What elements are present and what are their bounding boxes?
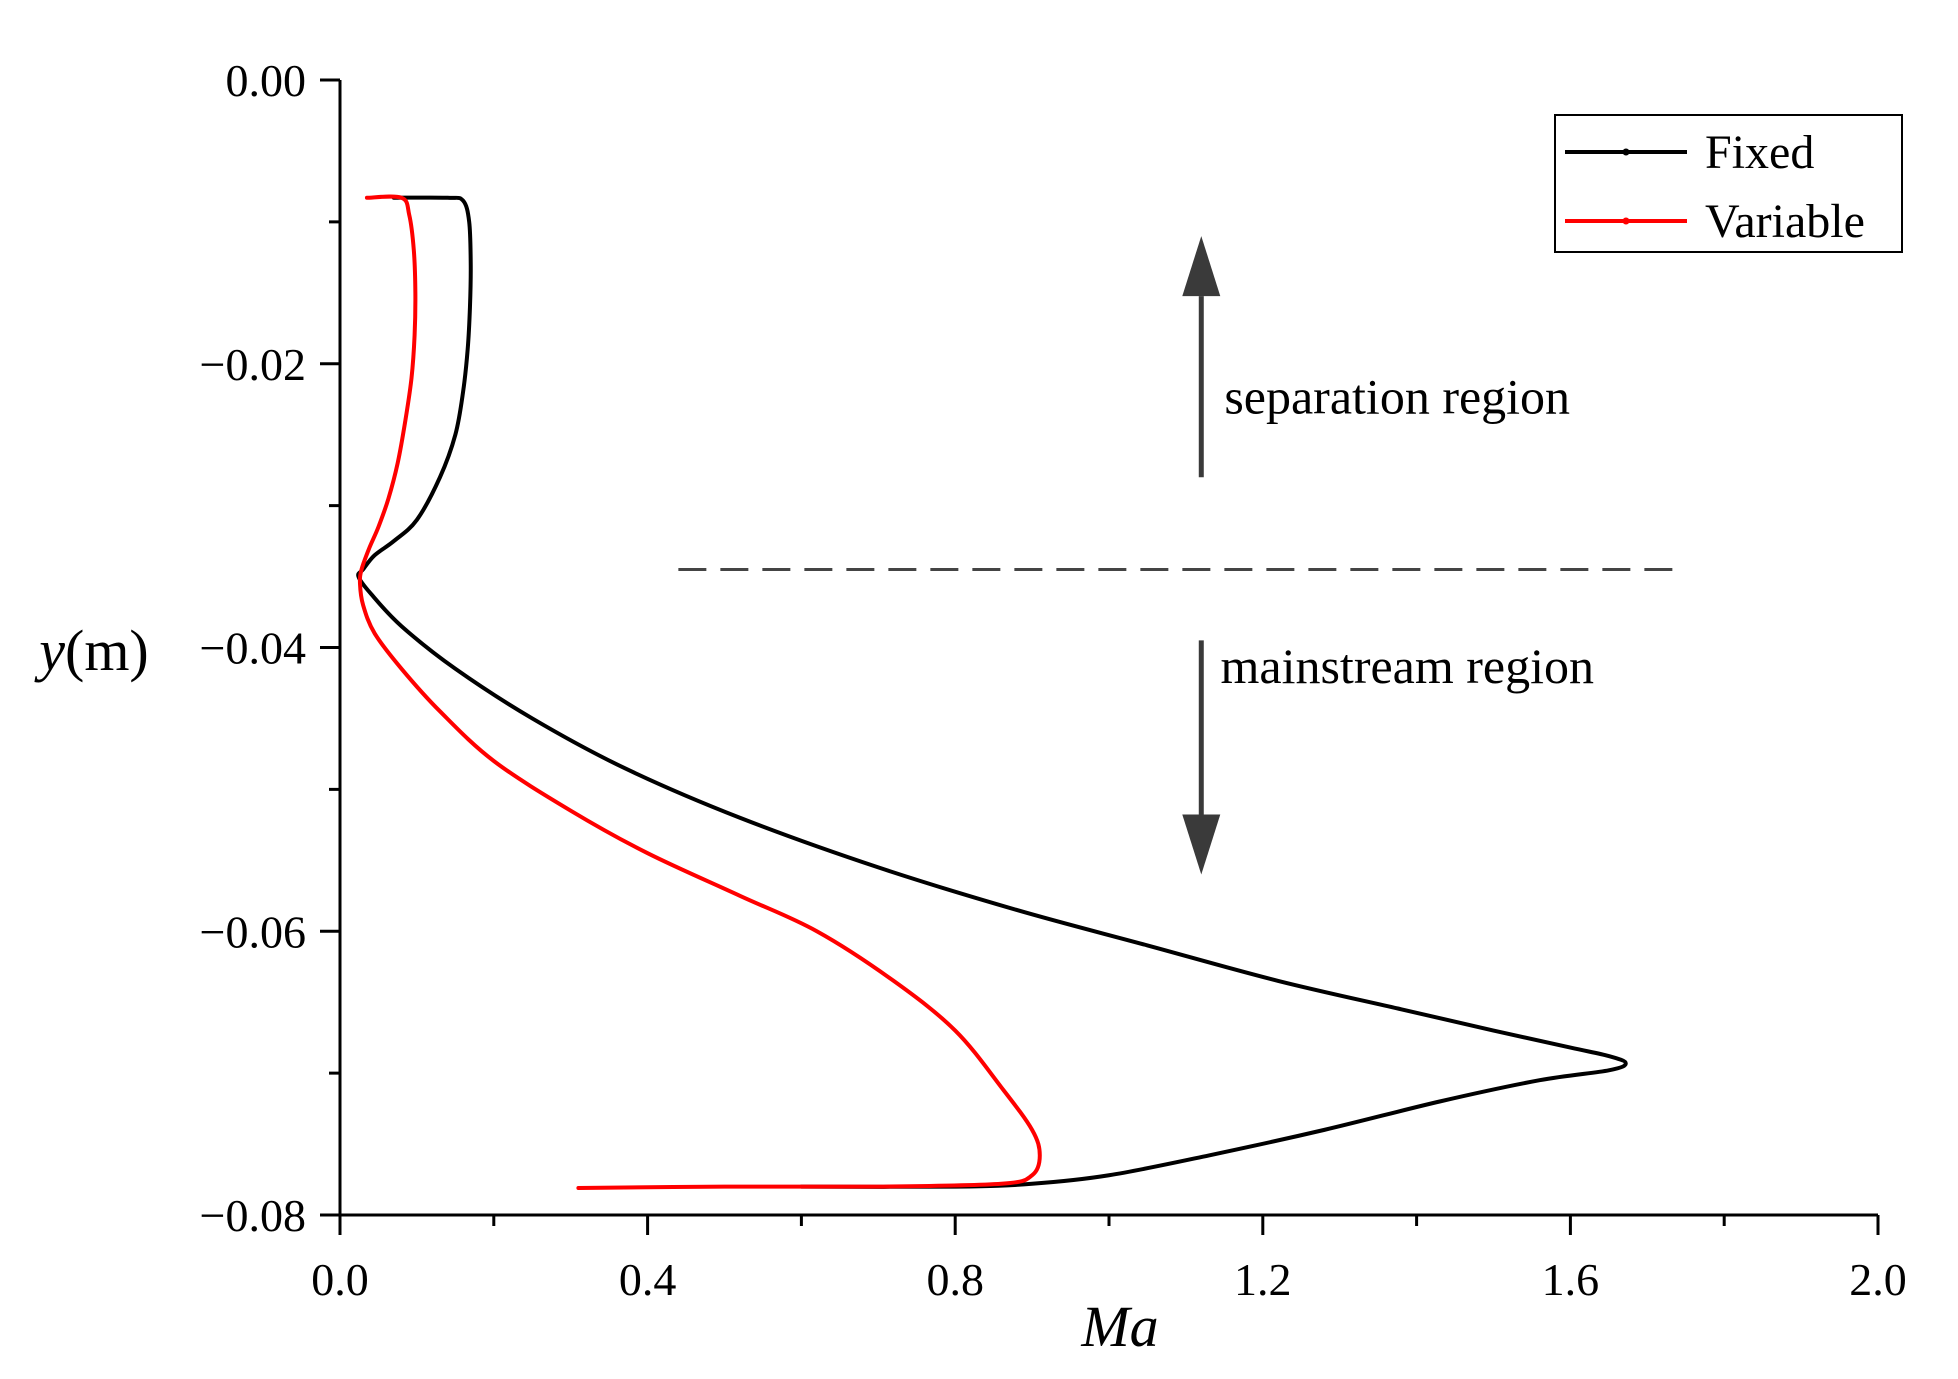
annotations: separation region mainstream region (678, 236, 1686, 875)
legend-marker-variable (1622, 217, 1630, 225)
x-tick-label: 0.8 (926, 1254, 984, 1305)
legend-marker-fixed (1622, 148, 1630, 156)
separation-region-label: separation region (1224, 368, 1570, 424)
x-tick-label: 1.6 (1542, 1254, 1600, 1305)
y-axis-ticks: 0.00 −0.02 −0.04 −0.06 −0.08 (200, 55, 340, 1241)
x-axis-ticks: 0.0 0.4 0.8 1.2 1.6 2.0 (311, 1215, 1907, 1305)
y-tick-label: −0.08 (200, 1190, 306, 1241)
y-tick-label: −0.06 (200, 906, 306, 957)
series-line-fixed (356, 195, 1628, 1189)
legend-box (1554, 114, 1903, 253)
legend-label-fixed: Fixed (1705, 126, 1814, 179)
legend: Fixed Variable (1554, 114, 1903, 253)
y-axis-unit: (m) (65, 618, 149, 683)
legend-label-variable: Variable (1705, 195, 1865, 248)
x-tick-label: 0.0 (311, 1254, 369, 1305)
series-line-variable (357, 194, 1042, 1191)
y-axis-variable: y (34, 618, 65, 683)
x-tick-label: 2.0 (1849, 1254, 1907, 1305)
data-series (356, 194, 1628, 1191)
y-tick-label: 0.00 (226, 55, 307, 106)
x-tick-label: 1.2 (1234, 1254, 1292, 1305)
x-axis-title: Ma (1080, 1294, 1158, 1359)
mainstream-arrow-head (1182, 814, 1221, 875)
x-tick-label: 0.4 (619, 1254, 677, 1305)
y-tick-label: −0.02 (200, 339, 306, 390)
y-tick-label: −0.04 (200, 623, 306, 674)
mainstream-region-label: mainstream region (1221, 638, 1595, 694)
y-axis-title: y(m) (34, 618, 149, 683)
separation-arrow-head (1182, 236, 1221, 297)
